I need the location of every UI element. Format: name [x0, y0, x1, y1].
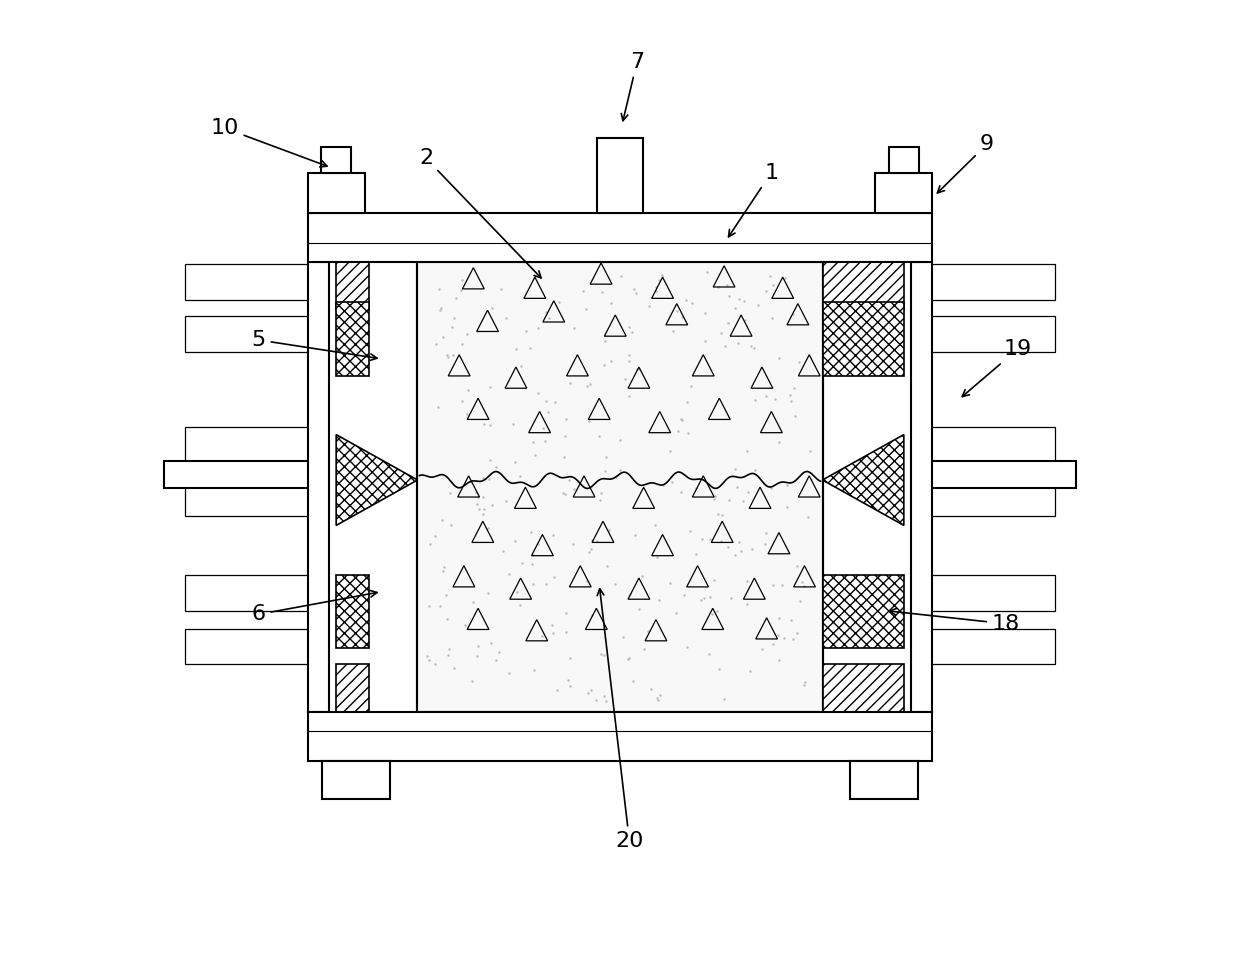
Polygon shape: [822, 435, 904, 525]
Text: 9: 9: [937, 134, 994, 193]
Bar: [930, 461, 1076, 488]
Bar: [164, 461, 310, 488]
Bar: [185, 575, 310, 611]
Bar: [598, 137, 642, 213]
Bar: [823, 575, 904, 648]
Bar: [336, 302, 370, 376]
Text: 10: 10: [211, 118, 327, 167]
Text: 6: 6: [252, 590, 377, 624]
Bar: [849, 761, 918, 799]
Bar: [875, 174, 932, 213]
Text: 7: 7: [621, 52, 644, 121]
Bar: [185, 629, 310, 664]
Bar: [930, 480, 1055, 516]
Polygon shape: [336, 435, 418, 525]
Bar: [322, 761, 391, 799]
Bar: [308, 711, 932, 761]
Bar: [930, 317, 1055, 352]
Bar: [823, 302, 904, 376]
Bar: [336, 664, 370, 711]
Bar: [185, 264, 310, 300]
Bar: [930, 264, 1055, 300]
Bar: [308, 213, 932, 262]
Bar: [185, 317, 310, 352]
Bar: [911, 262, 932, 711]
Bar: [185, 427, 310, 463]
Bar: [336, 575, 370, 648]
Bar: [930, 427, 1055, 463]
Bar: [889, 147, 919, 174]
Bar: [336, 262, 370, 310]
Bar: [308, 174, 365, 213]
Text: 20: 20: [598, 588, 644, 852]
Text: 19: 19: [962, 340, 1032, 396]
Bar: [185, 480, 310, 516]
Text: 18: 18: [889, 609, 1021, 634]
Bar: [417, 262, 823, 711]
Text: 5: 5: [252, 330, 377, 360]
Bar: [930, 629, 1055, 664]
Bar: [823, 262, 904, 310]
Bar: [930, 575, 1055, 611]
Text: 2: 2: [419, 149, 541, 278]
Bar: [321, 147, 351, 174]
Bar: [308, 262, 329, 711]
Text: 1: 1: [729, 162, 779, 237]
Bar: [823, 664, 904, 711]
